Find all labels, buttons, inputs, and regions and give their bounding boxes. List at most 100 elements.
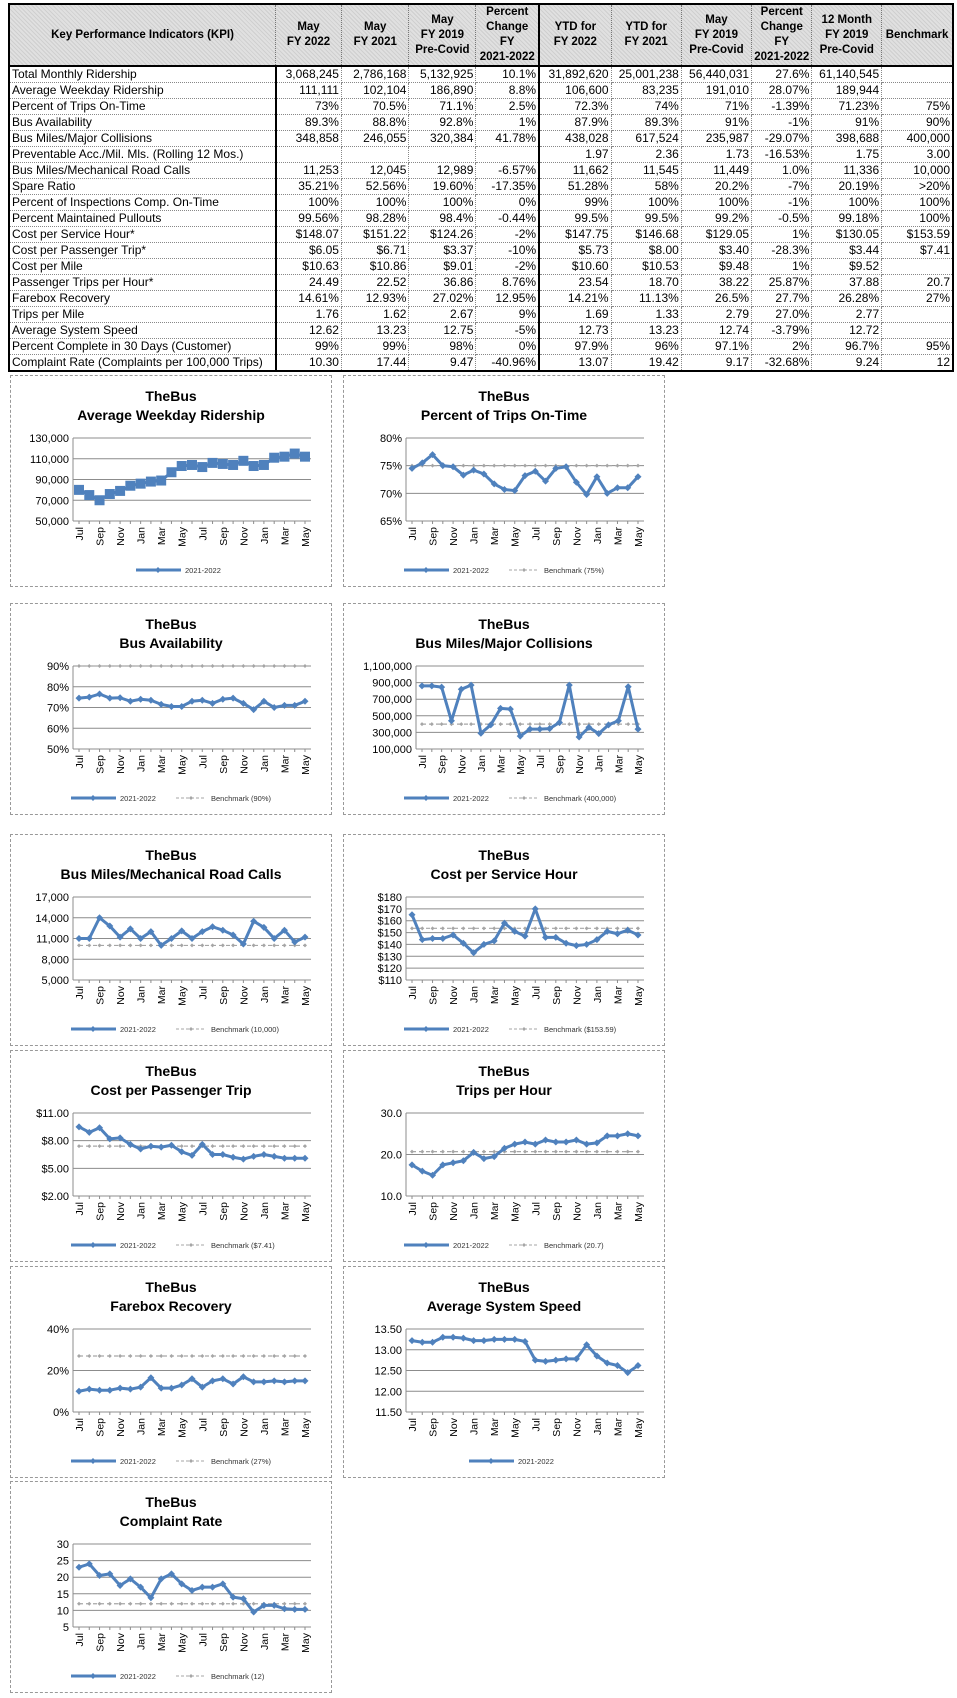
x-tick-label: Mar (496, 755, 508, 774)
legend-benchmark-label: Benchmark (20.7) (544, 1241, 604, 1250)
y-tick-label: 100,000 (372, 744, 412, 756)
kpi-value-cell: $6.71 (340, 242, 410, 259)
benchmark-marker (77, 1601, 81, 1606)
benchmark-marker (138, 943, 143, 948)
benchmark-marker (87, 943, 92, 948)
data-point (209, 923, 217, 931)
data-point (511, 1140, 519, 1148)
benchmark-marker (169, 1601, 174, 1606)
x-tick-label: Jul (407, 527, 419, 540)
kpi-value-cell: $148.07 (275, 226, 342, 243)
kpi-value-cell: 438,028 (538, 130, 612, 147)
benchmark-marker (533, 463, 538, 468)
x-tick-label: Sep (218, 527, 230, 546)
legend-benchmark-marker (189, 1674, 193, 1678)
benchmark-marker (261, 664, 266, 668)
chart-plot: 100,000 300,000 500,000 700,000 900,000 1,100… (363, 661, 645, 803)
data-point (239, 699, 247, 707)
benchmark-marker (220, 1144, 225, 1149)
x-tick-label: Jan (259, 1418, 271, 1435)
kpi-value-cell: 41.78% (475, 130, 540, 147)
benchmark-marker (282, 664, 287, 668)
legend-benchmark-marker (189, 796, 193, 800)
benchmark-marker (584, 1149, 589, 1154)
benchmark-marker (533, 1149, 538, 1154)
y-tick-label: 12.00 (374, 1386, 402, 1398)
y-tick-label: $5.00 (41, 1163, 69, 1175)
data-point (470, 1337, 478, 1345)
benchmark-marker (220, 1353, 225, 1358)
kpi-value-cell: 9.47 (408, 354, 477, 372)
kpi-value-cell: 95% (881, 338, 954, 355)
x-tick-label: May (510, 1201, 522, 1222)
y-tick-label: 80% (47, 682, 69, 694)
chart-subtitle: Average Weekday Ridership (77, 407, 265, 423)
data-point (96, 1124, 104, 1132)
x-tick-label: Jan (259, 1202, 271, 1219)
kpi-value-cell: 72.3% (538, 98, 612, 115)
data-point (145, 476, 156, 487)
x-tick-label: Nov (238, 754, 250, 773)
y-tick-label: $140 (378, 939, 402, 951)
x-tick-label: Jul (530, 527, 542, 540)
data-point (115, 485, 126, 496)
kpi-value-cell: 11.13% (610, 290, 682, 307)
kpi-value-cell: 12.62 (275, 322, 342, 339)
chart-subtitle: Trips per Hour (456, 1082, 552, 1098)
benchmark-marker (492, 926, 497, 931)
benchmark-marker (461, 1149, 466, 1154)
kpi-value-cell: 12.73 (538, 322, 612, 339)
kpi-value-cell: 20.19% (811, 178, 883, 195)
x-tick-label: Jan (259, 755, 271, 772)
column-header: YTD for FY 2022 (538, 3, 612, 67)
data-point (301, 697, 309, 705)
x-tick-label: Nov (115, 1417, 127, 1436)
data-point (467, 681, 475, 689)
legend-benchmark-marker (522, 796, 526, 800)
chart-subtitle: Percent of Trips On-Time (420, 407, 588, 423)
x-tick-label: Jul (417, 755, 429, 768)
y-tick-label: 65% (380, 516, 402, 528)
kpi-value-cell: >20% (881, 178, 954, 195)
kpi-value-cell: 38.22 (680, 274, 753, 291)
benchmark-marker (118, 1353, 123, 1358)
data-point (575, 733, 583, 741)
kpi-value-cell: $9.52 (811, 258, 883, 275)
data-point (542, 933, 550, 941)
legend-series-label: 2021-2022 (120, 1025, 156, 1034)
legend-series-label: 2021-2022 (453, 1025, 489, 1034)
chart-subtitle: Farebox Recovery (110, 1298, 232, 1314)
kpi-value-cell: 61,140,545 (811, 65, 883, 83)
data-point (147, 1594, 155, 1602)
kpi-value-cell: 100% (275, 194, 342, 211)
data-point (85, 1385, 93, 1393)
data-point (613, 1132, 621, 1140)
kpi-value-cell: 26.5% (680, 290, 753, 307)
y-tick-label: 15 (57, 1589, 69, 1601)
x-tick-label: Mar (612, 1418, 624, 1437)
benchmark-marker (272, 1144, 277, 1149)
kpi-value-cell: 87.9% (538, 114, 612, 131)
data-point (85, 1560, 93, 1568)
benchmark-marker (190, 664, 194, 668)
data-point (198, 1383, 206, 1391)
x-tick-label: May (633, 1201, 645, 1222)
benchmark-marker (118, 943, 123, 948)
kpi-value-cell: -32.68% (751, 354, 813, 372)
benchmark-marker (261, 1144, 266, 1149)
benchmark-marker (118, 664, 123, 668)
x-tick-label: Sep (551, 527, 563, 546)
benchmark-marker (272, 664, 277, 668)
kpi-value-cell: 56,440,031 (680, 65, 753, 83)
benchmark-marker (292, 664, 297, 668)
kpi-value-cell: 88.8% (340, 114, 410, 131)
data-point (555, 718, 563, 726)
data-point (562, 939, 570, 947)
chart-farebox-recovery: TheBus Farebox Recovery 0% 20% 40% Jul Sep Nov J… (10, 1266, 332, 1478)
legend-benchmark-label: Benchmark ($7.41) (211, 1241, 275, 1250)
chart-title: TheBus (478, 1279, 530, 1295)
x-tick-label: Mar (156, 1202, 168, 1221)
data-point (439, 1333, 447, 1341)
x-tick-label: Jul (530, 1418, 542, 1431)
x-tick-label: Jul (74, 1418, 86, 1431)
